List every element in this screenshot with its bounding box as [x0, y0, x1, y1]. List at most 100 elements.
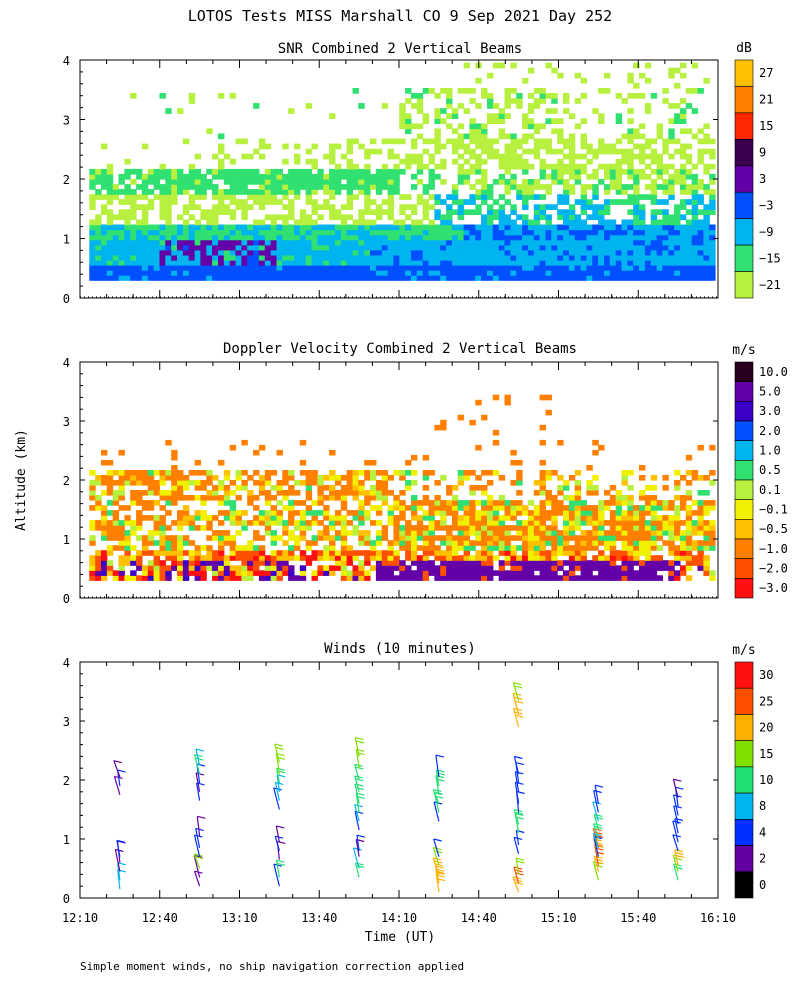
snr-cell: [182, 249, 190, 256]
snr-cell: [662, 259, 669, 266]
snr-cell: [656, 153, 663, 160]
snr-cell: [615, 179, 623, 185]
snr-cell: [656, 128, 663, 135]
doppler-cell: [352, 490, 359, 496]
snr-cell: [522, 184, 529, 190]
y-tick-label: 1: [63, 533, 70, 547]
doppler-cell: [358, 485, 365, 491]
snr-cell: [130, 179, 137, 185]
doppler-cell: [112, 545, 120, 551]
doppler-cell: [299, 459, 307, 466]
doppler-cell: [639, 510, 646, 516]
doppler-cell: [644, 520, 652, 526]
snr-cell: [463, 234, 470, 241]
doppler-cell: [551, 555, 558, 561]
doppler-cell: [305, 520, 313, 526]
snr-cell: [703, 229, 710, 236]
snr-cell: [182, 254, 190, 261]
snr-cell: [112, 214, 120, 221]
doppler-cell: [545, 409, 552, 416]
doppler-cell: [644, 535, 652, 541]
snr-cell: [375, 265, 383, 271]
doppler-cell: [498, 530, 506, 536]
doppler-cell: [644, 485, 652, 491]
doppler-cell: [171, 490, 178, 496]
doppler-cell: [118, 470, 125, 476]
doppler-cell: [305, 560, 313, 566]
snr-cell: [112, 259, 120, 266]
snr-cell: [656, 199, 663, 205]
snr-cell: [358, 249, 365, 256]
snr-cell: [288, 270, 295, 276]
doppler-cell: [545, 530, 552, 536]
doppler-cell: [539, 510, 546, 516]
snr-cell: [165, 189, 172, 195]
doppler-cell: [656, 530, 663, 536]
doppler-cell: [165, 540, 172, 546]
snr-cell: [405, 128, 412, 135]
doppler-cell: [428, 550, 435, 556]
snr-cell: [522, 123, 529, 130]
doppler-cell: [317, 530, 324, 536]
snr-cell: [639, 209, 646, 215]
doppler-cell: [568, 500, 576, 506]
wind-barb-shaft: [512, 682, 520, 701]
snr-cell: [598, 143, 605, 150]
doppler-cell: [399, 560, 406, 566]
snr-cell: [241, 254, 248, 261]
snr-cell: [650, 93, 658, 99]
snr-field: [89, 62, 716, 281]
snr-cell: [288, 234, 295, 241]
snr-cell: [375, 179, 383, 185]
snr-cell: [545, 254, 552, 261]
doppler-cell: [592, 485, 599, 491]
snr-cell: [346, 189, 353, 195]
doppler-cell: [253, 530, 260, 536]
doppler-cell: [504, 399, 511, 406]
wind-barb-shaft: [113, 760, 121, 778]
snr-cell: [206, 265, 213, 271]
snr-cell: [171, 234, 178, 241]
doppler-cell: [510, 480, 517, 486]
doppler-cell: [498, 540, 506, 546]
doppler-cell: [522, 505, 529, 511]
doppler-cell: [533, 555, 541, 561]
doppler-cell: [218, 530, 225, 536]
snr-cell: [299, 229, 307, 236]
snr-cell: [504, 214, 511, 221]
doppler-cell: [358, 500, 365, 506]
doppler-cell: [258, 490, 266, 496]
doppler-cell: [200, 480, 207, 486]
doppler-cell: [475, 500, 482, 506]
snr-cell: [153, 270, 160, 276]
doppler-cell: [527, 560, 535, 566]
snr-cell: [685, 209, 693, 215]
doppler-cell: [364, 560, 371, 566]
snr-cell: [633, 184, 640, 190]
snr-cell: [411, 249, 418, 256]
wind-barb-flag: [355, 740, 365, 744]
snr-cell: [370, 173, 377, 180]
x-tick-label: 14:10: [381, 911, 417, 925]
snr-cell: [381, 199, 389, 205]
snr-cell: [457, 265, 465, 271]
doppler-cell: [101, 525, 108, 531]
snr-cell: [212, 189, 219, 195]
snr-cell: [680, 254, 687, 261]
snr-cell: [498, 234, 506, 241]
snr-cell: [399, 270, 406, 276]
doppler-cell: [381, 495, 389, 501]
snr-cell: [487, 209, 494, 215]
doppler-cell: [393, 505, 400, 511]
snr-cell: [469, 234, 476, 241]
doppler-cell: [697, 560, 704, 566]
snr-cell: [615, 93, 623, 99]
snr-cell: [680, 128, 687, 135]
doppler-cell: [182, 570, 190, 576]
snr-cell: [346, 143, 353, 150]
doppler-cell: [136, 565, 143, 571]
doppler-cell: [282, 570, 289, 576]
snr-cell: [218, 93, 225, 99]
doppler-cell: [592, 535, 599, 541]
doppler-cell: [393, 560, 400, 566]
